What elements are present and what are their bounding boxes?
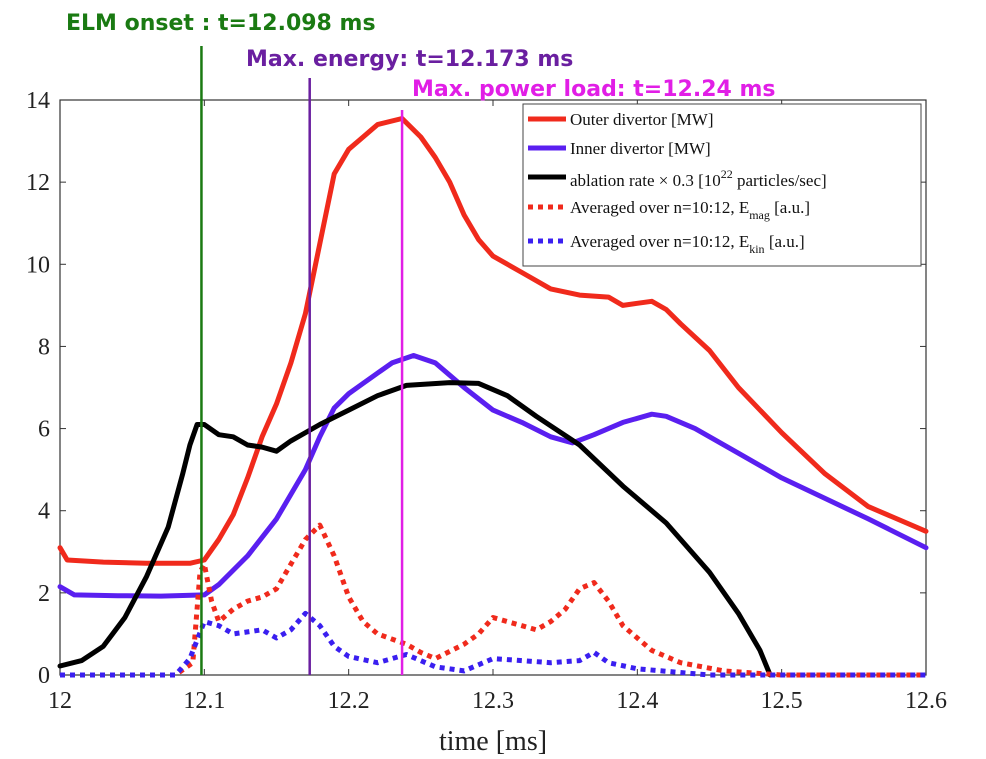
marker-label-3: Max. power load: t=12.24 ms bbox=[412, 77, 775, 102]
legend-box bbox=[522, 103, 922, 267]
series-line-ablation-rate-0-3-10-particles-sec bbox=[57, 380, 773, 678]
legend-label-outer-divertor: Outer divertor [MW] bbox=[570, 110, 714, 129]
x-tick-label: 12.5 bbox=[761, 688, 803, 714]
marker-label-2: Max. energy: t=12.173 ms bbox=[246, 47, 573, 72]
series-line-outer-divertor-mw bbox=[57, 116, 929, 566]
series-line-averaged-over-n-10-12-e-mag-a-u bbox=[60, 522, 926, 678]
x-tick-label: 12.4 bbox=[616, 688, 658, 714]
y-tick-label: 10 bbox=[26, 252, 50, 278]
y-tick-label: 6 bbox=[38, 417, 50, 443]
y-tick-label: 12 bbox=[26, 170, 50, 196]
y-tick-label: 14 bbox=[26, 88, 50, 114]
x-tick-label: 12.2 bbox=[328, 688, 370, 714]
x-tick-label: 12.1 bbox=[183, 688, 225, 714]
marker-label-1: ELM onset : t=12.098 ms bbox=[66, 11, 376, 36]
x-tick-label: 12.3 bbox=[472, 688, 514, 714]
vertical-markers: ELM onset : t=12.098 ms Max. energy: t=12… bbox=[66, 11, 775, 675]
y-tick-label: 4 bbox=[38, 499, 50, 525]
y-tick-label: 2 bbox=[38, 581, 50, 607]
legend-label-ablation-rate: ablation rate × 0.3 [1022 particles/sec] bbox=[570, 167, 827, 190]
y-tick-label: 0 bbox=[38, 663, 50, 689]
series-layer bbox=[57, 116, 929, 678]
series-line-averaged-over-n-10-12-e-kin-a-u bbox=[60, 610, 926, 678]
x-tick-label: 12.6 bbox=[905, 688, 947, 714]
x-tick-label: 12 bbox=[48, 688, 72, 714]
y-tick-label: 8 bbox=[38, 334, 50, 360]
legend-label-inner-divertor: Inner divertor [MW] bbox=[570, 139, 711, 158]
x-axis-title: time [ms] bbox=[439, 726, 547, 757]
legend-label-ekin: Averaged over n=10:12, Ekin [a.u.] bbox=[570, 232, 805, 256]
legend-label-emag: Averaged over n=10:12, Emag [a.u.] bbox=[570, 198, 810, 222]
legend: Outer divertor [MW] Inner divertor [MW] … bbox=[522, 103, 922, 267]
series-line-inner-divertor-mw bbox=[57, 353, 929, 599]
axis-ticks: 12 12.1 12.2 12.3 12.4 12.5 12.6 0 2 4 6 8 10 12 14 bbox=[26, 88, 947, 714]
